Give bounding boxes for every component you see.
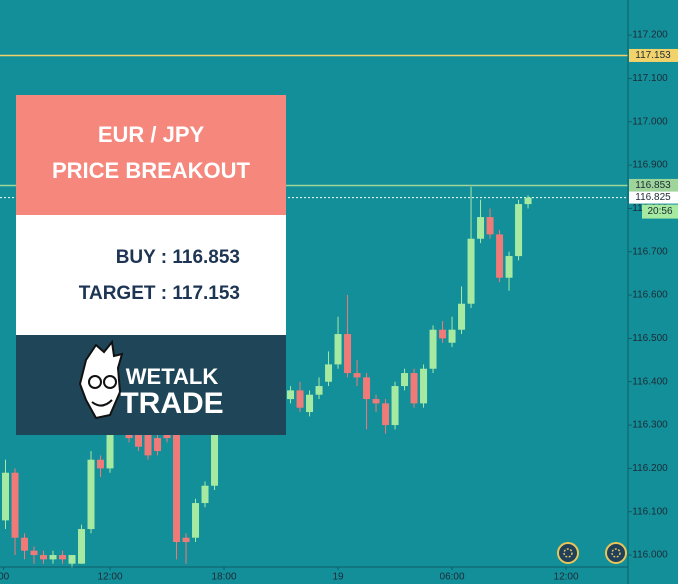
candle-body [334,334,342,365]
x-tick-label: 18:00 [212,572,237,583]
candle-body [11,472,19,538]
candle-body [201,485,209,504]
x-tick-label: 12:00 [554,572,579,583]
x-tick-label: 12:00 [98,572,123,583]
level-price-box [629,48,678,62]
candle-body [515,204,523,257]
candle-body [78,529,86,564]
candle-body [59,555,67,560]
candle-body [154,438,162,452]
candle-body [477,217,485,239]
y-tick-label: 117.200 [632,30,668,41]
logo-top: WETALK [126,364,219,389]
card-subtitle: PRICE BREAKOUT [52,158,251,183]
candle-body [439,329,447,339]
level-price-box [629,178,678,192]
candle-body [106,412,114,469]
y-tick-label: 116.900 [632,160,668,171]
card-body [16,215,286,335]
candle-body [315,386,323,395]
candle-body [382,403,390,426]
y-tick-label: 116.500 [632,333,668,344]
candle-body [505,256,513,278]
candle-body [391,386,399,426]
candle-body [306,394,314,413]
y-tick-label: 116.200 [632,463,668,474]
candle-body [135,425,143,447]
card-header [16,95,286,215]
y-tick-label: 116.100 [632,506,668,517]
candle-body [2,472,10,521]
y-tick-label: 116.400 [632,376,668,387]
countdown-label: 20:56 [647,206,672,217]
last-price-label: 116.825 [635,192,671,203]
card-footer [16,335,286,435]
candle-body [40,555,48,560]
y-tick-label: 116.700 [632,246,668,257]
candle-body [458,303,466,330]
event-icon [557,542,579,564]
y-tick-label: 117.000 [632,116,668,127]
candle-body [144,433,152,456]
candle-body [296,390,304,408]
candle-body [68,555,76,564]
candle-body [211,425,219,486]
candle-body [448,329,456,343]
y-tick-label: 116.600 [632,290,668,301]
candle-body [325,364,333,382]
candle-body [372,399,380,404]
candle-body [467,238,475,304]
candle-body [287,390,295,400]
candle-body [363,377,371,400]
candle-body [192,503,200,538]
candle-body [429,329,437,369]
x-tick-label: 06:00 [440,572,465,583]
candle-body [486,217,494,235]
event-icon [605,542,627,564]
candle-body [420,368,428,404]
y-tick-label: 116.000 [632,550,668,561]
countdown-box [642,204,678,219]
level-price-label: 117.153 [635,50,671,61]
axes: 117.200117.100117.000116.900116.800116.7… [0,30,678,583]
x-tick-label: 19 [332,572,344,583]
x-tick-label: 00 [0,572,10,583]
candle-body [49,555,57,560]
candle-body [21,537,29,551]
card-target: TARGET : 117.153 [79,283,240,304]
candle-body [353,373,361,378]
candle-body [410,373,418,404]
candle-body [524,197,532,205]
card-title: EUR / JPY [98,122,205,147]
overlay-card: EUR / JPY PRICE BREAKOUT BUY : 116.853 T… [16,95,286,435]
last-price-box [629,191,678,204]
candle-body [30,550,38,556]
logo-face [78,339,124,420]
candle-body [173,412,181,543]
logo-bottom: TRADE [120,387,223,420]
y-tick-label: 117.100 [632,73,668,84]
candle-body [401,373,409,387]
candle-body [182,537,190,543]
candle-body [496,234,504,278]
level-price-label: 116.853 [635,180,671,191]
candle-body [87,459,95,530]
y-tick-label: 116.300 [632,420,668,431]
candle-body [344,334,352,374]
card-buy: BUY : 116.853 [116,247,240,268]
candle-body [97,459,105,469]
